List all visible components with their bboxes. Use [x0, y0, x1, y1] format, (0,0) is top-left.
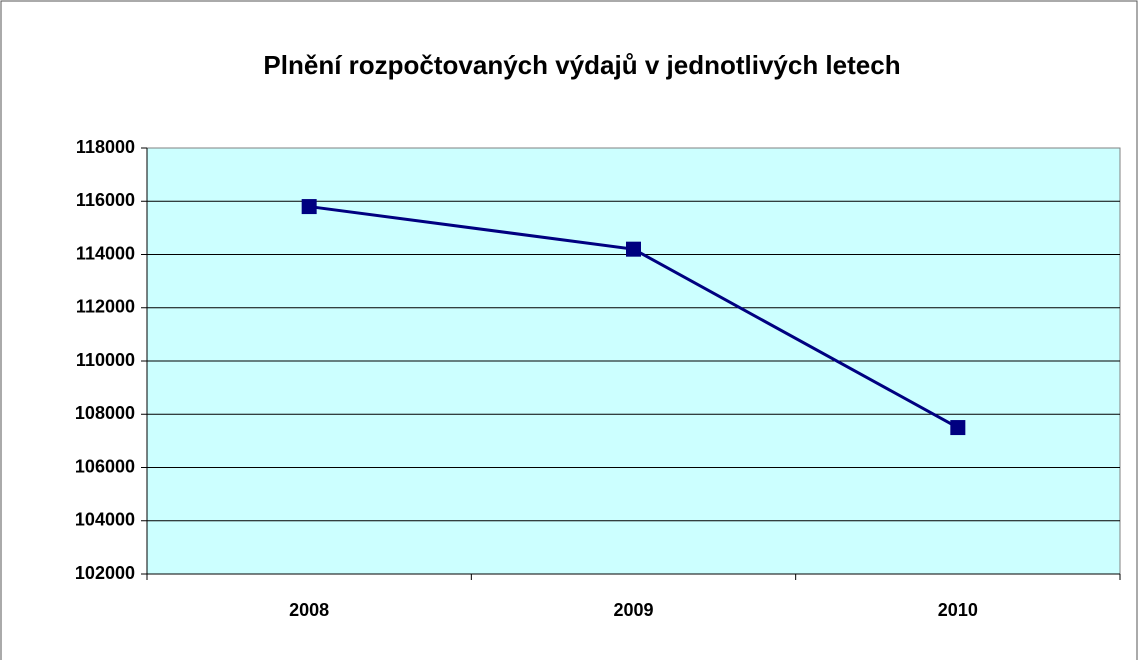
point-marker — [301, 199, 317, 215]
point-marker — [626, 241, 641, 257]
y-tick-label: 108000 — [75, 403, 135, 423]
y-tick-label: 118000 — [76, 137, 135, 157]
y-tick-label: 102000 — [75, 563, 135, 583]
chart-title: Plnění rozpočtovaných výdajů v jednotliv… — [263, 50, 900, 80]
y-tick-label: 112000 — [76, 297, 135, 317]
y-tick-label: 110000 — [76, 350, 135, 370]
y-tick-label: 106000 — [75, 456, 135, 476]
point-marker — [950, 420, 966, 436]
x-tick-label: 2008 — [289, 600, 329, 620]
y-tick-label: 114000 — [76, 243, 135, 263]
x-tick-label: 2009 — [613, 600, 653, 620]
y-tick-label: 104000 — [75, 510, 135, 530]
y-tick-label: 116000 — [76, 190, 135, 210]
x-tick-label: 2010 — [938, 600, 978, 620]
